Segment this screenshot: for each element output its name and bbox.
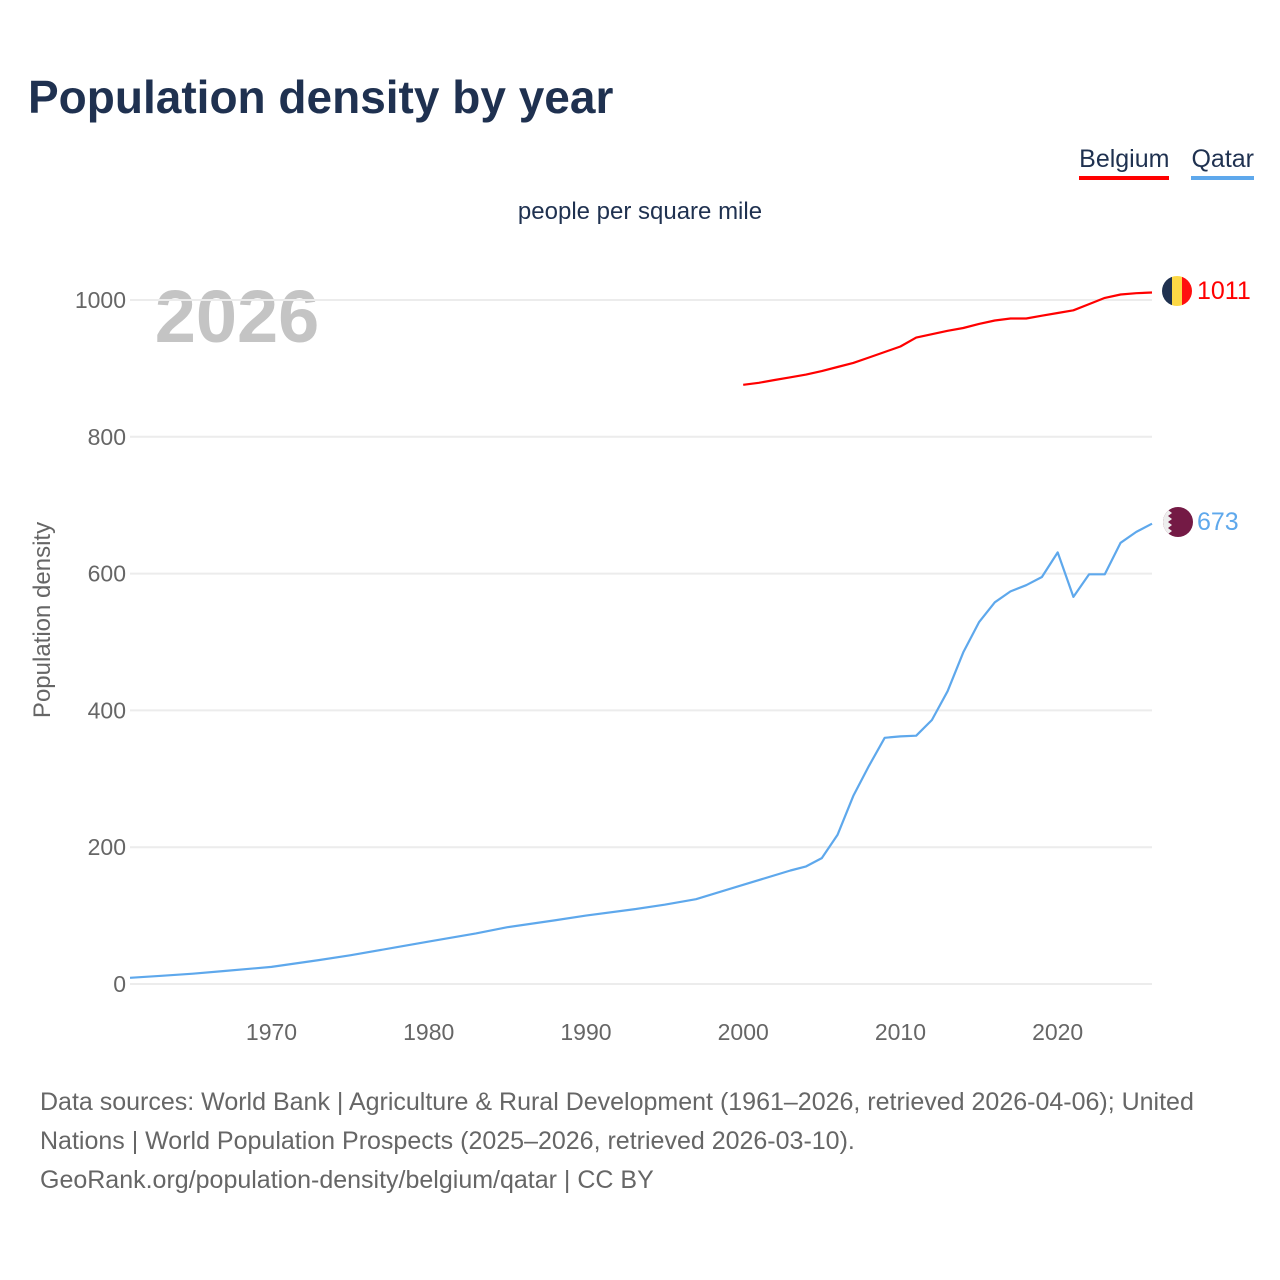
belgium-end-label: 1011 [1197, 277, 1251, 305]
y-tick-label: 400 [88, 697, 126, 723]
year-watermark: 2026 [155, 275, 320, 358]
qatar-end-label: 673 [1197, 508, 1239, 536]
x-tick-label: 1990 [560, 1019, 611, 1045]
data-sources: Data sources: World Bank | Agriculture &… [40, 1088, 1194, 1155]
y-tick-label: 800 [88, 424, 126, 450]
x-tick-label: 2010 [875, 1019, 926, 1045]
y-tick-label: 600 [88, 561, 126, 587]
chart-title: Population density by year [28, 71, 614, 123]
x-tick-label: 1980 [403, 1019, 454, 1045]
y-tick-label: 0 [113, 971, 126, 997]
x-tick-label: 2020 [1032, 1019, 1083, 1045]
y-tick-label: 1000 [75, 287, 126, 313]
x-tick-label: 2000 [718, 1019, 769, 1045]
source-link[interactable]: GeoRank.org/population-density/belgium/q… [40, 1166, 654, 1194]
qatar-flag-icon [1163, 507, 1193, 537]
legend-item-qatar[interactable]: Qatar [1191, 145, 1254, 180]
y-axis-label: Population density [29, 522, 56, 718]
footer: Data sources: World Bank | Agriculture &… [40, 1083, 1250, 1200]
x-tick-label: 1970 [246, 1019, 297, 1045]
chart-subtitle: people per square mile [517, 198, 763, 225]
y-tick-label: 200 [88, 834, 126, 860]
series-line-belgium[interactable] [743, 291, 1153, 386]
series-line-qatar[interactable] [129, 522, 1153, 979]
legend: Belgium Qatar [1079, 145, 1254, 180]
legend-item-belgium[interactable]: Belgium [1079, 145, 1170, 180]
belgium-flag-icon [1162, 276, 1192, 306]
